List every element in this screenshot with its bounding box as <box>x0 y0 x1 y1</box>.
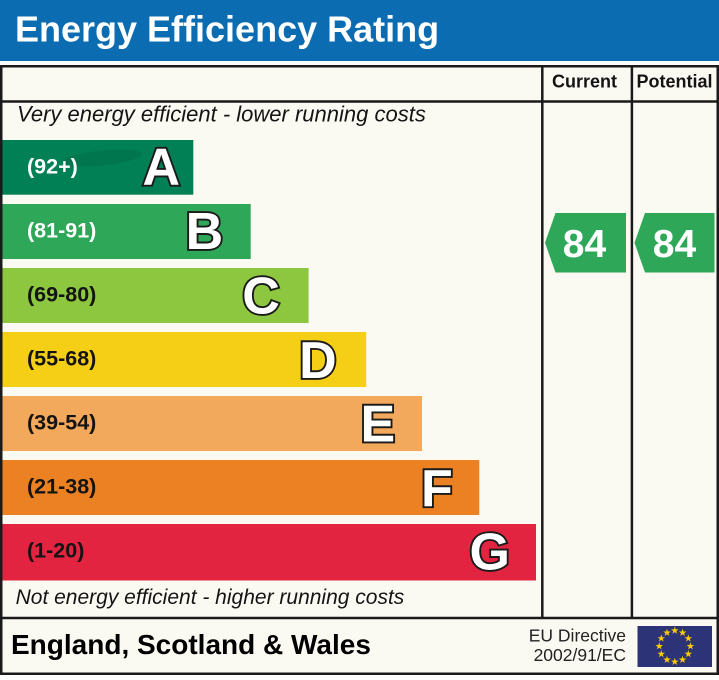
svg-text:EU Directive: EU Directive <box>529 626 626 646</box>
svg-text:G: G <box>469 524 509 582</box>
svg-text:E: E <box>361 395 396 453</box>
svg-text:(81-91): (81-91) <box>27 219 96 243</box>
svg-text:Potential: Potential <box>636 72 712 92</box>
svg-text:A: A <box>143 139 181 197</box>
svg-text:F: F <box>421 460 453 518</box>
svg-text:D: D <box>299 332 337 390</box>
svg-text:England, Scotland & Wales: England, Scotland & Wales <box>11 629 371 660</box>
svg-text:Current: Current <box>552 72 617 92</box>
svg-text:(1-20): (1-20) <box>27 539 84 563</box>
svg-text:Energy Efficiency Rating: Energy Efficiency Rating <box>15 9 439 50</box>
svg-text:84: 84 <box>653 223 697 266</box>
svg-text:(55-68): (55-68) <box>27 347 96 371</box>
svg-text:(21-38): (21-38) <box>27 475 96 499</box>
svg-text:(69-80): (69-80) <box>27 283 96 307</box>
svg-text:B: B <box>186 203 224 261</box>
svg-text:84: 84 <box>563 223 607 266</box>
svg-text:2002/91/EC: 2002/91/EC <box>534 645 626 665</box>
svg-text:(39-54): (39-54) <box>27 411 96 435</box>
svg-text:Not energy efficient - higher: Not energy efficient - higher running co… <box>16 586 405 609</box>
svg-text:(92+): (92+) <box>27 155 78 179</box>
svg-text:Very energy efficient - lower: Very energy efficient - lower running co… <box>17 102 426 127</box>
svg-text:C: C <box>242 268 280 326</box>
